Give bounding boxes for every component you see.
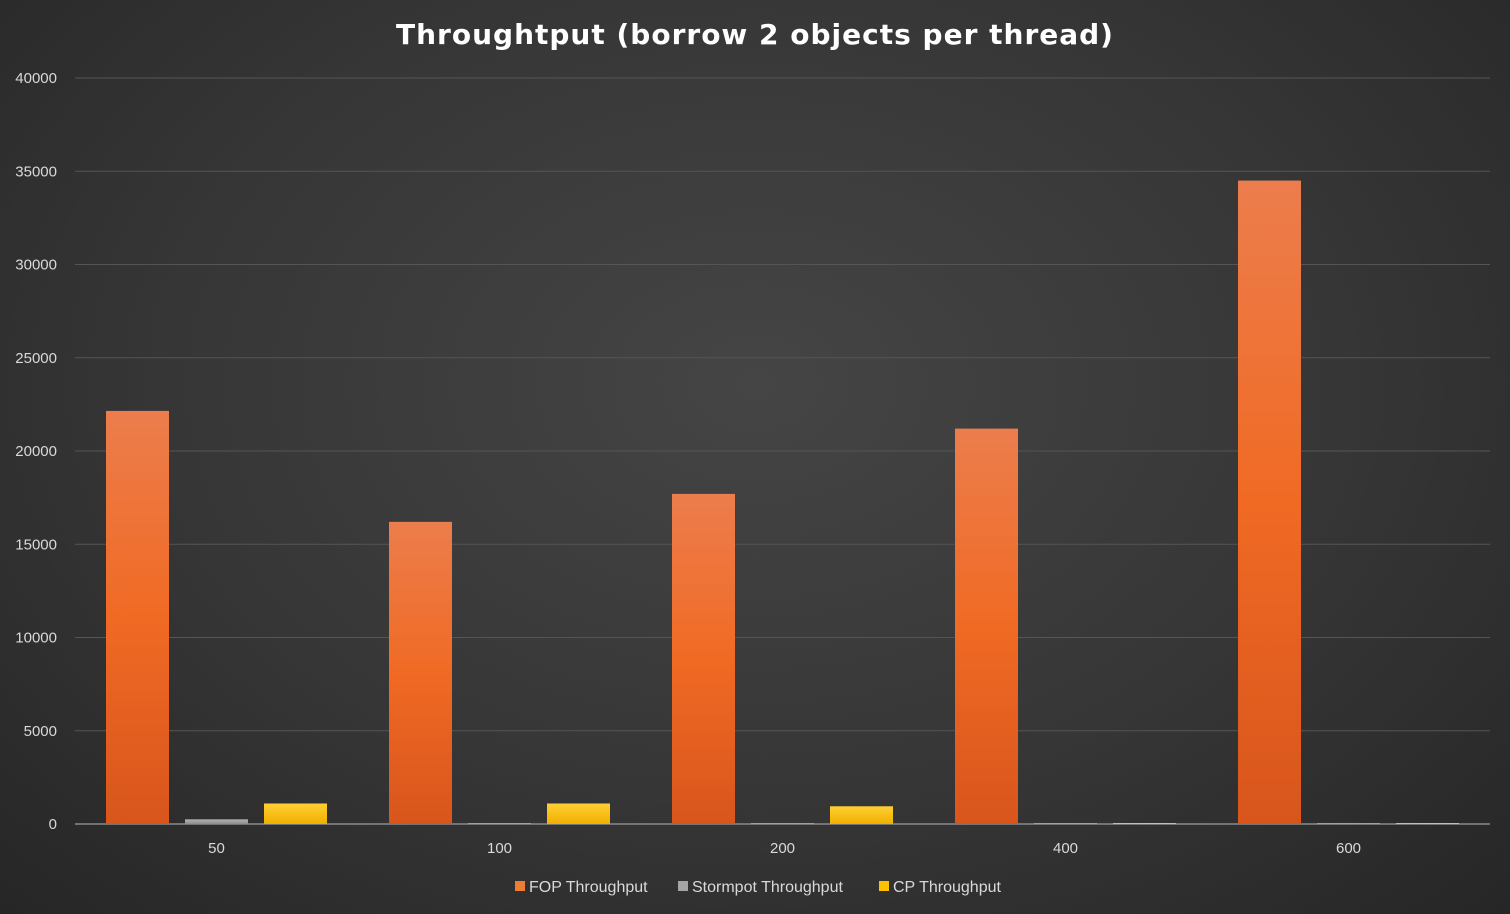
bar-stormpot-throughput-100 <box>468 823 531 824</box>
bar-fop-throughput-200 <box>672 493 735 824</box>
bar-cp-throughput-100 <box>547 803 610 824</box>
y-tick-label: 0 <box>49 816 57 833</box>
y-tick-label: 15000 <box>15 536 57 553</box>
x-tick-label: 600 <box>1336 840 1361 857</box>
legend-item-fop-throughput: FOP Throughput <box>515 879 648 896</box>
y-tick-label: 25000 <box>15 350 57 367</box>
y-axis-tick-labels: 0 5000 10000 15000 20000 25000 30000 35000 40000 <box>15 70 57 833</box>
x-tick-label: 50 <box>208 840 225 857</box>
bar-cp-throughput-600 <box>1396 823 1459 824</box>
legend-item-stormpot-throughput: Stormpot Throughput <box>678 879 843 896</box>
bar-fop-throughput-50 <box>106 410 169 824</box>
legend-swatch <box>879 881 889 891</box>
x-tick-label: 100 <box>487 840 512 857</box>
bar-stormpot-throughput-400 <box>1034 823 1097 824</box>
bar-cp-throughput-200 <box>830 806 893 824</box>
legend-label: CP Throughput <box>893 879 1001 896</box>
y-tick-label: 20000 <box>15 443 57 460</box>
bar-stormpot-throughput-50 <box>185 819 248 824</box>
y-tick-label: 10000 <box>15 630 57 647</box>
x-axis-tick-labels: 50 100 200 400 600 <box>208 840 1361 857</box>
bars <box>106 180 1459 824</box>
bar-fop-throughput-400 <box>955 428 1018 824</box>
legend-item-cp-throughput: CP Throughput <box>879 879 1001 896</box>
chart-title: Throughtput (borrow 2 objects per thread… <box>396 18 1114 51</box>
bar-stormpot-throughput-200 <box>751 823 814 824</box>
x-tick-label: 200 <box>770 840 795 857</box>
legend-label: Stormpot Throughput <box>692 879 843 896</box>
x-tick-label: 400 <box>1053 840 1078 857</box>
y-tick-label: 40000 <box>15 70 57 87</box>
legend: FOP Throughput Stormpot Throughput CP Thro… <box>515 879 1001 896</box>
bar-fop-throughput-100 <box>389 521 452 824</box>
bar-cp-throughput-400 <box>1113 823 1176 824</box>
bar-fop-throughput-600 <box>1238 180 1301 824</box>
legend-swatch <box>515 881 525 891</box>
bar-stormpot-throughput-600 <box>1317 823 1380 824</box>
y-tick-label: 35000 <box>15 163 57 180</box>
y-tick-label: 30000 <box>15 257 57 274</box>
bar-cp-throughput-50 <box>264 803 327 824</box>
legend-swatch <box>678 881 688 891</box>
legend-label: FOP Throughput <box>529 879 648 896</box>
y-tick-label: 5000 <box>24 723 57 740</box>
